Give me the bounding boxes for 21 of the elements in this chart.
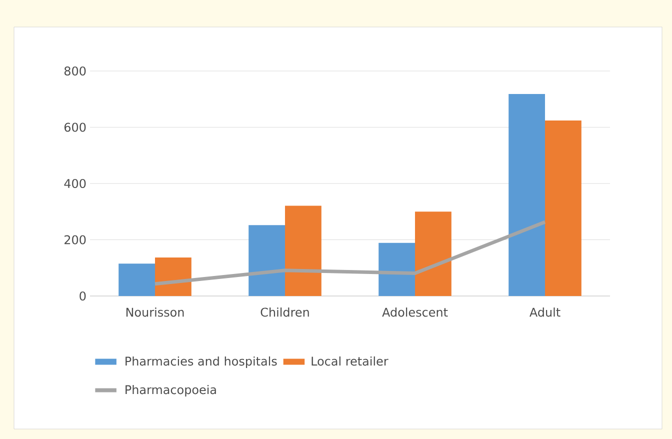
y-tick-label: 400 <box>64 178 86 188</box>
bar <box>285 206 322 296</box>
legend-label: Pharmacies and hospitals <box>126 356 277 368</box>
bar <box>415 212 452 296</box>
bar <box>378 242 416 296</box>
y-tick-label: 0 <box>80 291 86 301</box>
x-tick-label: Children <box>260 307 309 317</box>
x-tick-label: Adolescent <box>382 307 448 317</box>
y-tick-label: 800 <box>64 66 86 76</box>
y-tick-label: 600 <box>64 122 86 132</box>
x-tick-label: Adult <box>530 307 560 317</box>
y-tick-label: 200 <box>64 235 86 244</box>
bar <box>545 120 582 296</box>
bar <box>118 264 155 296</box>
line-series <box>153 220 547 286</box>
x-tick-label: Nourisson <box>126 307 184 317</box>
bar <box>155 257 192 296</box>
legend-label: Pharmacopoeia <box>126 384 216 397</box>
bar <box>508 94 546 296</box>
bar <box>248 225 286 296</box>
legend-label: Local retailer <box>312 356 388 366</box>
